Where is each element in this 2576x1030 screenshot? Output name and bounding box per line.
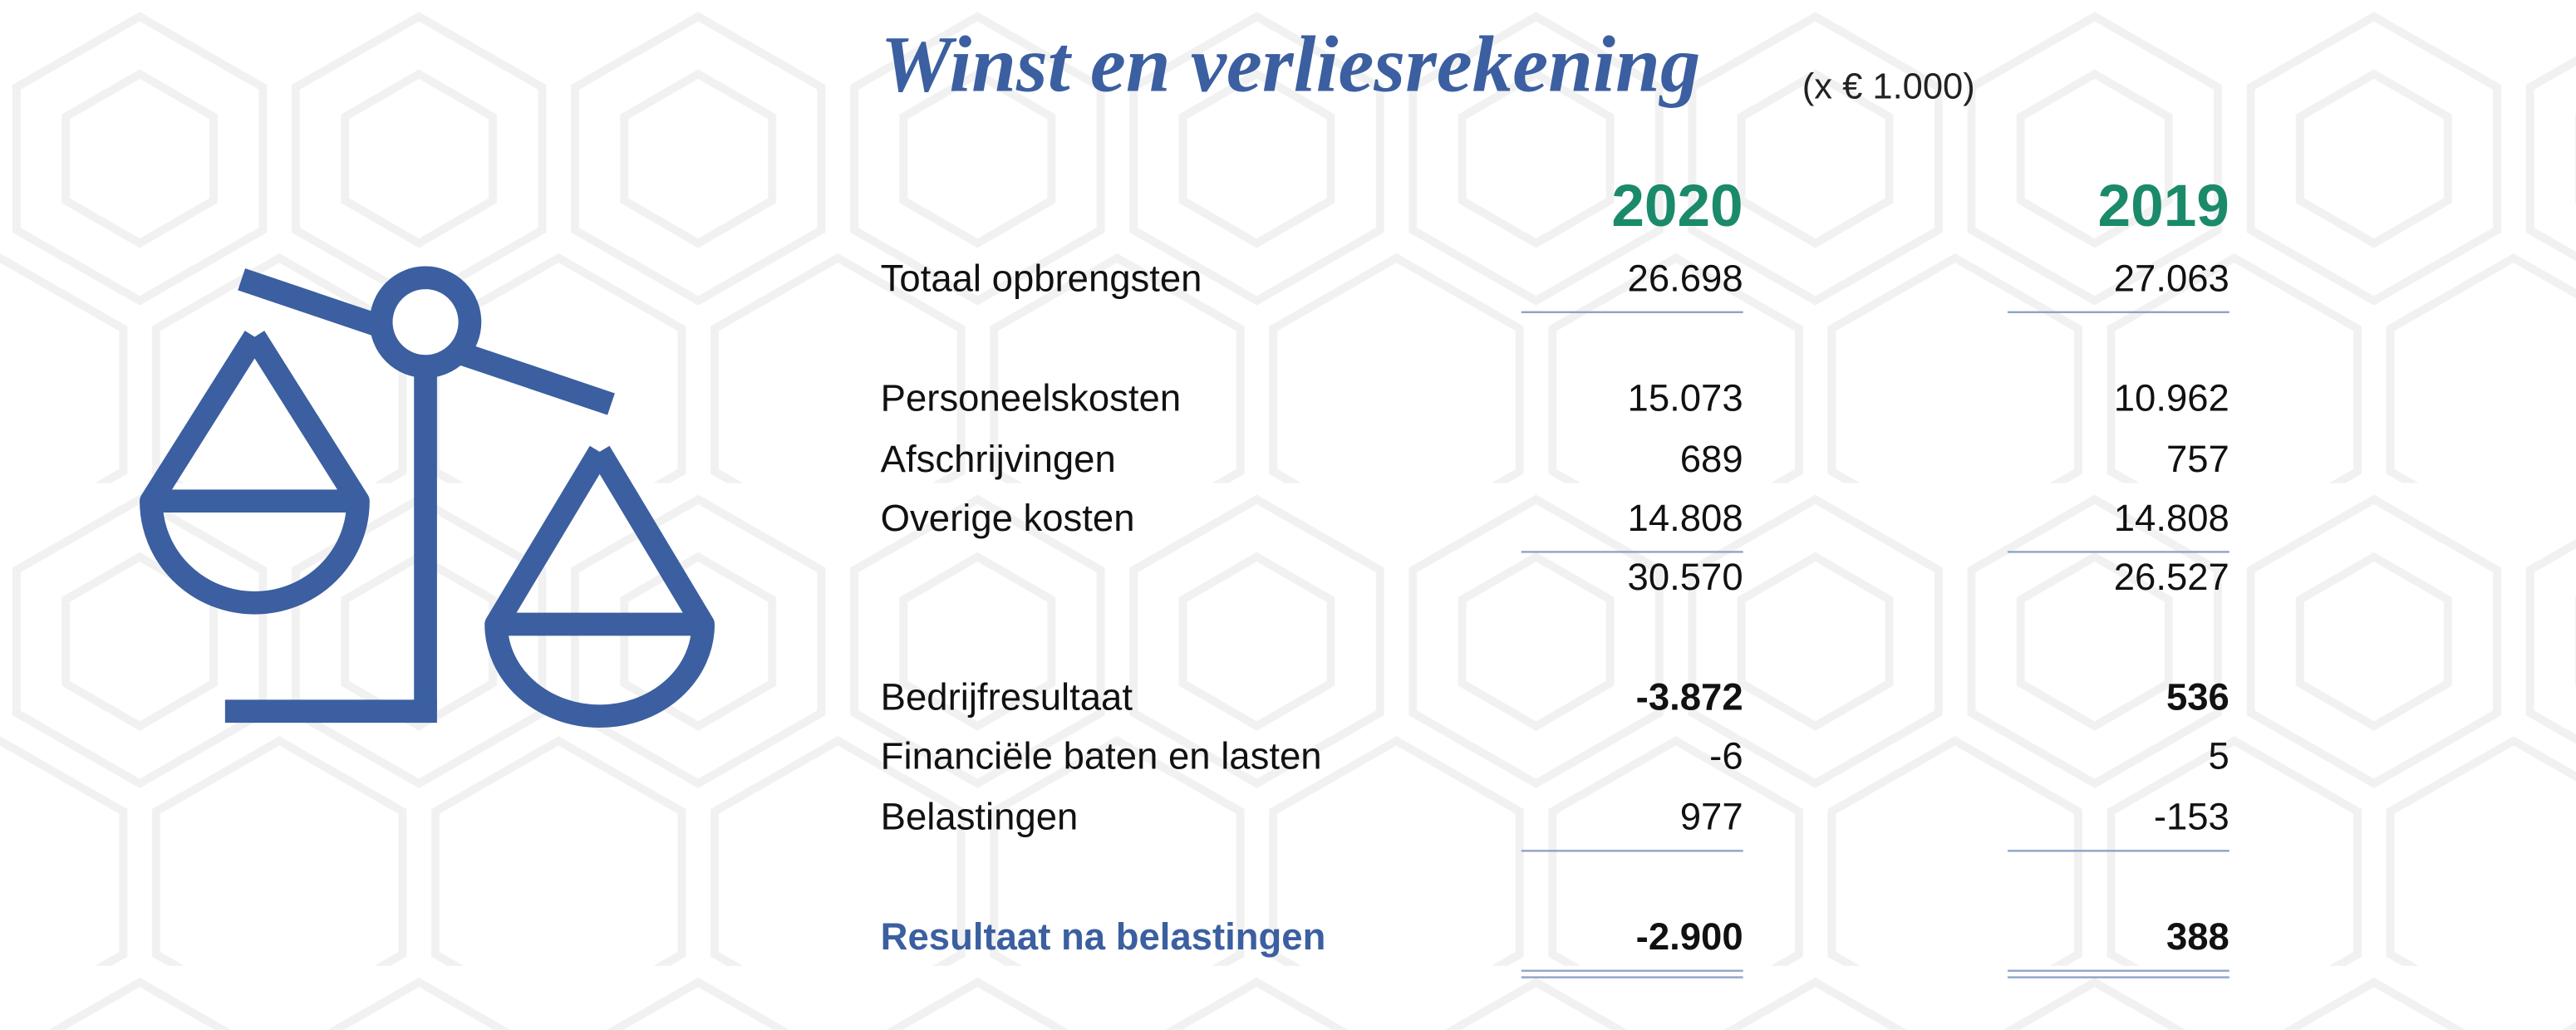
cell-value: -2.900 (1636, 915, 1743, 958)
cell-value: 10.962 (2114, 377, 2229, 419)
cell-value: -153 (2154, 796, 2229, 838)
cell-value: 14.808 (1628, 497, 1743, 539)
scale-icon (140, 266, 715, 728)
row-label: Financiële baten en lasten (881, 735, 1322, 777)
cell-value: 5 (2209, 735, 2229, 777)
cell-value: 536 (2166, 675, 2229, 718)
row-label: Belastingen (881, 796, 1079, 838)
cell-value: -3.872 (1636, 675, 1743, 718)
unit: (x € 1.000) (1802, 66, 1975, 106)
row-label: Totaal opbrengsten (881, 257, 1202, 299)
cell-value: -6 (1709, 735, 1743, 777)
cell-value: 30.570 (1628, 556, 1743, 598)
column-header: 2020 (1611, 174, 1743, 239)
title: Winst en verliesrekening (881, 19, 1701, 108)
cell-value: 15.073 (1628, 377, 1743, 419)
row-label: Resultaat na belastingen (881, 915, 1326, 958)
row-label: Overige kosten (881, 497, 1135, 539)
cell-value: 26.527 (2114, 556, 2229, 598)
cell-value: 26.698 (1628, 257, 1743, 299)
cell-value: 388 (2166, 915, 2229, 958)
row-label: Bedrijfresultaat (881, 675, 1133, 718)
row-label: Afschrijvingen (881, 438, 1116, 480)
cell-value: 689 (1680, 438, 1743, 480)
row-label: Personeelskosten (881, 377, 1181, 419)
cell-value: 27.063 (2114, 257, 2229, 299)
cell-value: 757 (2166, 438, 2229, 480)
cell-value: 977 (1680, 796, 1743, 838)
column-header: 2019 (2098, 174, 2229, 239)
cell-value: 14.808 (2114, 497, 2229, 539)
